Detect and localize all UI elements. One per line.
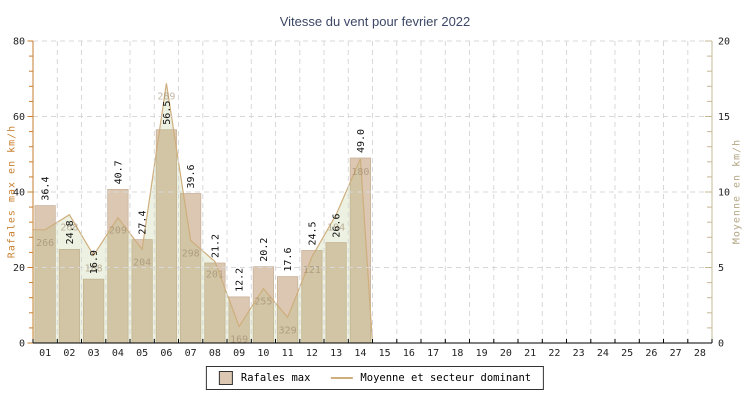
day-label-15: 15	[379, 348, 391, 359]
day-label-16: 16	[403, 348, 415, 359]
secteur-label-day-04: 209	[109, 226, 127, 237]
day-label-13: 13	[330, 348, 342, 359]
secteur-label-day-08: 201	[206, 270, 224, 281]
right-axis	[705, 40, 713, 344]
day-label-05: 05	[136, 348, 148, 359]
rafales-value-labels: 36.4 24.8 16.9 40.7 27.4 56.5 39.6 21.2 12.2 20.2…	[41, 101, 367, 292]
day-label-06: 06	[160, 348, 172, 359]
value-label-day-07: 39.6	[186, 164, 197, 188]
day-label-18: 18	[451, 348, 463, 359]
legend-bar-label: Rafales max	[240, 372, 311, 384]
legend-bar-swatch-icon	[218, 371, 233, 385]
day-label-19: 19	[476, 348, 488, 359]
day-labels: 01 02 03 04 05 06 07 08 09 10 11 12 13 14 15 16 17 18 19 20…	[39, 348, 706, 359]
value-label-day-14: 49.0	[356, 129, 367, 153]
right-tick-10: 10	[718, 188, 730, 199]
value-label-day-13: 26.6	[332, 214, 343, 238]
moyenne-area	[33, 83, 373, 344]
secteur-label-day-06: 289	[157, 91, 175, 102]
value-label-day-12: 24.5	[307, 221, 318, 245]
secteur-label-day-13: 194	[327, 223, 345, 234]
left-axis	[27, 40, 34, 344]
value-label-day-05: 27.4	[138, 211, 149, 235]
secteur-label-day-01: 266	[36, 238, 54, 249]
right-tick-20: 20	[718, 37, 730, 48]
right-axis-tick-labels: 0 5 10 15 20	[718, 37, 730, 350]
day-label-17: 17	[427, 348, 439, 359]
day-label-08: 08	[209, 348, 221, 359]
value-label-day-08: 21.2	[210, 234, 221, 258]
left-axis-tick-labels: 0 20 40 60 80	[13, 37, 25, 350]
day-label-20: 20	[500, 348, 512, 359]
secteur-label-day-07: 298	[182, 248, 200, 259]
secteur-label-day-02: 268	[60, 223, 78, 234]
day-label-23: 23	[573, 348, 585, 359]
bars-rafales-max	[34, 129, 372, 344]
day-label-25: 25	[621, 348, 633, 359]
secteur-label-day-14: 180	[351, 167, 369, 178]
day-label-22: 22	[548, 348, 560, 359]
chart-title: Vitesse du vent pour fevrier 2022	[279, 14, 471, 29]
day-label-12: 12	[306, 348, 318, 359]
day-label-04: 04	[112, 348, 124, 359]
secteur-label-day-12: 121	[303, 265, 321, 276]
secteur-label-day-10: 255	[254, 297, 272, 308]
left-tick-20: 20	[13, 263, 25, 274]
secteur-label-day-09: 169	[230, 334, 248, 345]
day-label-09: 09	[233, 348, 245, 359]
value-label-day-03: 16.9	[89, 250, 100, 274]
bottom-axis	[32, 339, 713, 344]
day-label-11: 11	[282, 348, 294, 359]
left-tick-0: 0	[19, 339, 25, 350]
legend: Rafales max Moyenne et secteur dominant	[205, 366, 545, 390]
value-label-day-06: 56.5	[162, 101, 173, 125]
day-label-27: 27	[670, 348, 682, 359]
legend-line-label: Moyenne et secteur dominant	[360, 372, 532, 384]
secteur-label-day-03: 188	[85, 263, 103, 274]
left-tick-80: 80	[13, 37, 25, 48]
secteur-label-day-11: 329	[279, 325, 297, 336]
value-label-day-10: 20.2	[259, 238, 270, 262]
value-label-day-11: 17.6	[283, 248, 294, 272]
secteur-label-day-05: 204	[133, 257, 151, 268]
day-label-14: 14	[354, 348, 366, 359]
day-label-10: 10	[257, 348, 269, 359]
day-label-26: 26	[645, 348, 657, 359]
right-tick-5: 5	[718, 263, 724, 274]
value-label-day-09: 12.2	[235, 268, 246, 292]
day-label-21: 21	[524, 348, 536, 359]
day-label-24: 24	[597, 348, 609, 359]
value-label-day-04: 40.7	[113, 160, 124, 184]
legend-line-swatch-icon	[330, 377, 353, 379]
right-tick-0: 0	[718, 339, 724, 350]
day-label-01: 01	[39, 348, 51, 359]
left-tick-40: 40	[13, 188, 25, 199]
secteur-labels: 266 268 188 209 204 289 298 201 169 255 329 121 194 1…	[36, 91, 369, 345]
day-label-02: 02	[63, 348, 75, 359]
day-label-03: 03	[88, 348, 100, 359]
value-label-day-01: 36.4	[41, 177, 52, 201]
day-label-28: 28	[694, 348, 706, 359]
day-label-07: 07	[185, 348, 197, 359]
left-tick-60: 60	[13, 112, 25, 123]
right-tick-15: 15	[718, 112, 730, 123]
value-label-day-02: 24.8	[65, 220, 76, 244]
